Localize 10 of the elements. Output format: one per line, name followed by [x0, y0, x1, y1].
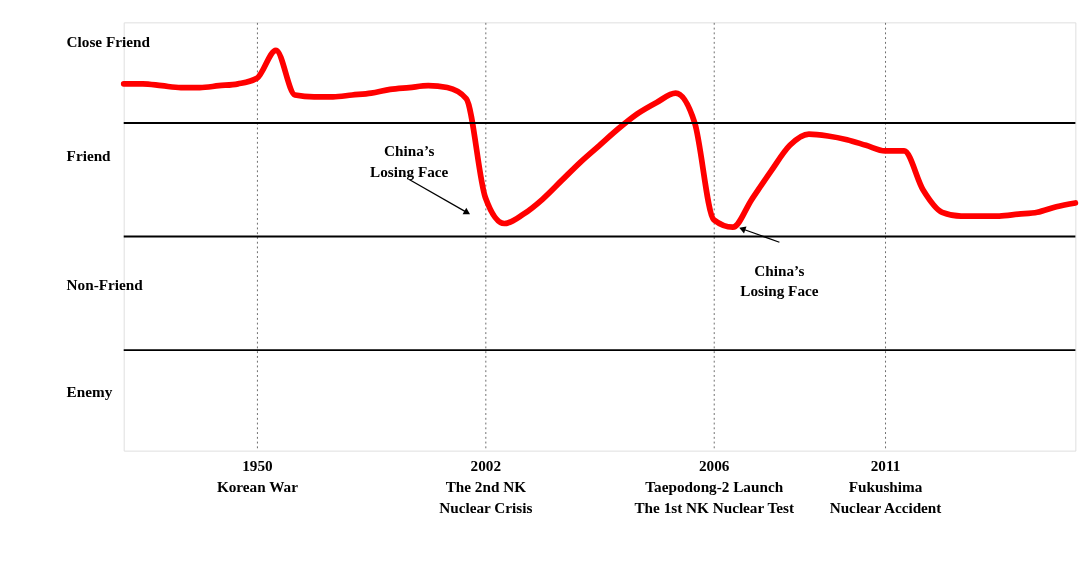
text: China’s Losing Face — [740, 261, 819, 300]
text: Non-Friend — [66, 275, 144, 293]
text: Friend — [66, 147, 112, 165]
annotation: China’s Losing Face — [370, 141, 449, 180]
text: Close Friend — [66, 33, 151, 51]
x-tick-label: 2011 Fukushima Nuclear Accident — [829, 457, 942, 516]
text: Enemy — [66, 382, 113, 400]
x-tick-label: 2002 The 2nd NK Nuclear Crisis — [439, 457, 533, 516]
x-tick-label: 2006 Taepodong-2 Launch The 1st NK Nuclear Test — [634, 457, 794, 516]
x-tick-label: 1950 Korean War — [216, 457, 299, 496]
